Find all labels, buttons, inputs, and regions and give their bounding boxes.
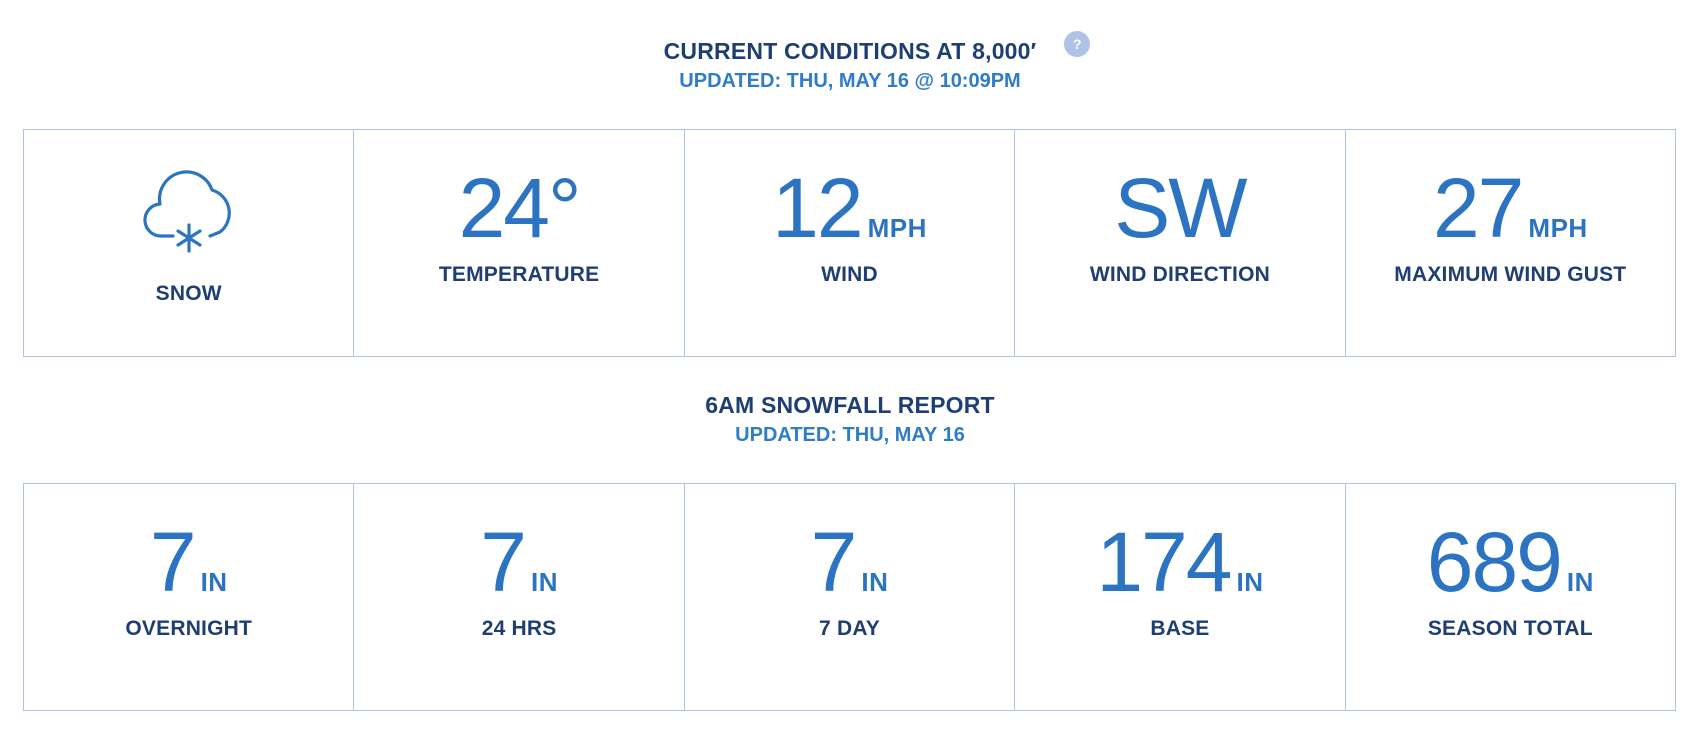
condition-cell-wind-direction: SW WIND DIRECTION: [1015, 130, 1346, 356]
wind-value-line: 12 MPH: [685, 158, 1014, 258]
wind-label: WIND: [821, 263, 878, 286]
7day-label: 7 DAY: [819, 617, 880, 640]
24hrs-value-line: 7 IN: [354, 512, 683, 612]
snowfall-cell-7day: 7 IN 7 DAY: [685, 484, 1016, 710]
snowfall-report-updated: UPDATED: THU, MAY 16: [735, 424, 965, 446]
base-value-line: 174 IN: [1015, 512, 1344, 612]
overnight-unit: IN: [200, 567, 228, 597]
snowfall-report-header: 6AM SNOWFALL REPORT UPDATED: THU, MAY 16: [0, 390, 1700, 448]
condition-label-snow: SNOW: [155, 282, 222, 305]
temperature-value: 24°: [458, 161, 582, 255]
current-conditions-updated: UPDATED: THU, MAY 16 @ 10:09PM: [679, 70, 1021, 92]
season-total-value: 689: [1426, 515, 1563, 609]
max-wind-gust-unit: MPH: [1528, 213, 1588, 243]
overnight-value-line: 7 IN: [24, 512, 353, 612]
wind-direction-value: SW: [1114, 161, 1247, 255]
snow-cloud-icon: [143, 170, 231, 253]
max-wind-gust-value: 27: [1432, 161, 1524, 255]
base-value: 174: [1096, 515, 1232, 609]
7day-value-line: 7 IN: [685, 512, 1014, 612]
current-conditions-title: CURRENT CONDITIONS AT 8,000′ ?: [663, 31, 1091, 66]
wind-unit: MPH: [867, 213, 927, 243]
overnight-value: 7: [149, 515, 197, 609]
condition-cell-max-wind-gust: 27 MPH MAXIMUM WIND GUST: [1346, 130, 1675, 356]
base-unit: IN: [1236, 567, 1264, 597]
snowfall-report-grid: 7 IN OVERNIGHT 7 IN 24 HRS 7 IN 7 DAY 174 IN…: [23, 483, 1676, 711]
snowfall-cell-overnight: 7 IN OVERNIGHT: [24, 484, 355, 710]
wind-value: 12: [772, 161, 863, 255]
condition-cell-weather: SNOW: [24, 130, 355, 356]
overnight-label: OVERNIGHT: [125, 617, 253, 640]
season-total-unit: IN: [1566, 567, 1594, 597]
base-label: BASE: [1150, 617, 1210, 640]
wind-direction-label: WIND DIRECTION: [1089, 263, 1270, 286]
snowfall-cell-24hrs: 7 IN 24 HRS: [354, 484, 685, 710]
7day-unit: IN: [861, 567, 889, 597]
season-total-label: SEASON TOTAL: [1427, 617, 1593, 640]
condition-cell-temperature: 24° TEMPERATURE: [354, 130, 685, 356]
temperature-label: TEMPERATURE: [438, 263, 600, 286]
snowfall-cell-base: 174 IN BASE: [1015, 484, 1346, 710]
current-conditions-grid: SNOW 24° TEMPERATURE 12 MPH WIND SW WIND …: [23, 129, 1676, 357]
max-wind-gust-value-line: 27 MPH: [1346, 158, 1675, 258]
temperature-value-line: 24°: [354, 158, 683, 258]
condition-cell-wind: 12 MPH WIND: [685, 130, 1016, 356]
snowfall-cell-season-total: 689 IN SEASON TOTAL: [1346, 484, 1675, 710]
snowfall-report-title: 6AM SNOWFALL REPORT: [705, 392, 995, 418]
current-conditions-header: CURRENT CONDITIONS AT 8,000′ ? UPDATED: …: [0, 31, 1700, 94]
current-conditions-title-text: CURRENT CONDITIONS AT 8,000′: [663, 38, 1037, 64]
24hrs-label: 24 HRS: [481, 617, 557, 640]
24hrs-unit: IN: [530, 567, 558, 597]
help-icon[interactable]: ?: [1064, 31, 1091, 57]
season-total-value-line: 689 IN: [1346, 512, 1675, 612]
7day-value: 7: [810, 515, 858, 609]
wind-direction-value-line: SW: [1015, 158, 1344, 258]
24hrs-value: 7: [480, 515, 527, 609]
max-wind-gust-label: MAXIMUM WIND GUST: [1394, 263, 1627, 286]
